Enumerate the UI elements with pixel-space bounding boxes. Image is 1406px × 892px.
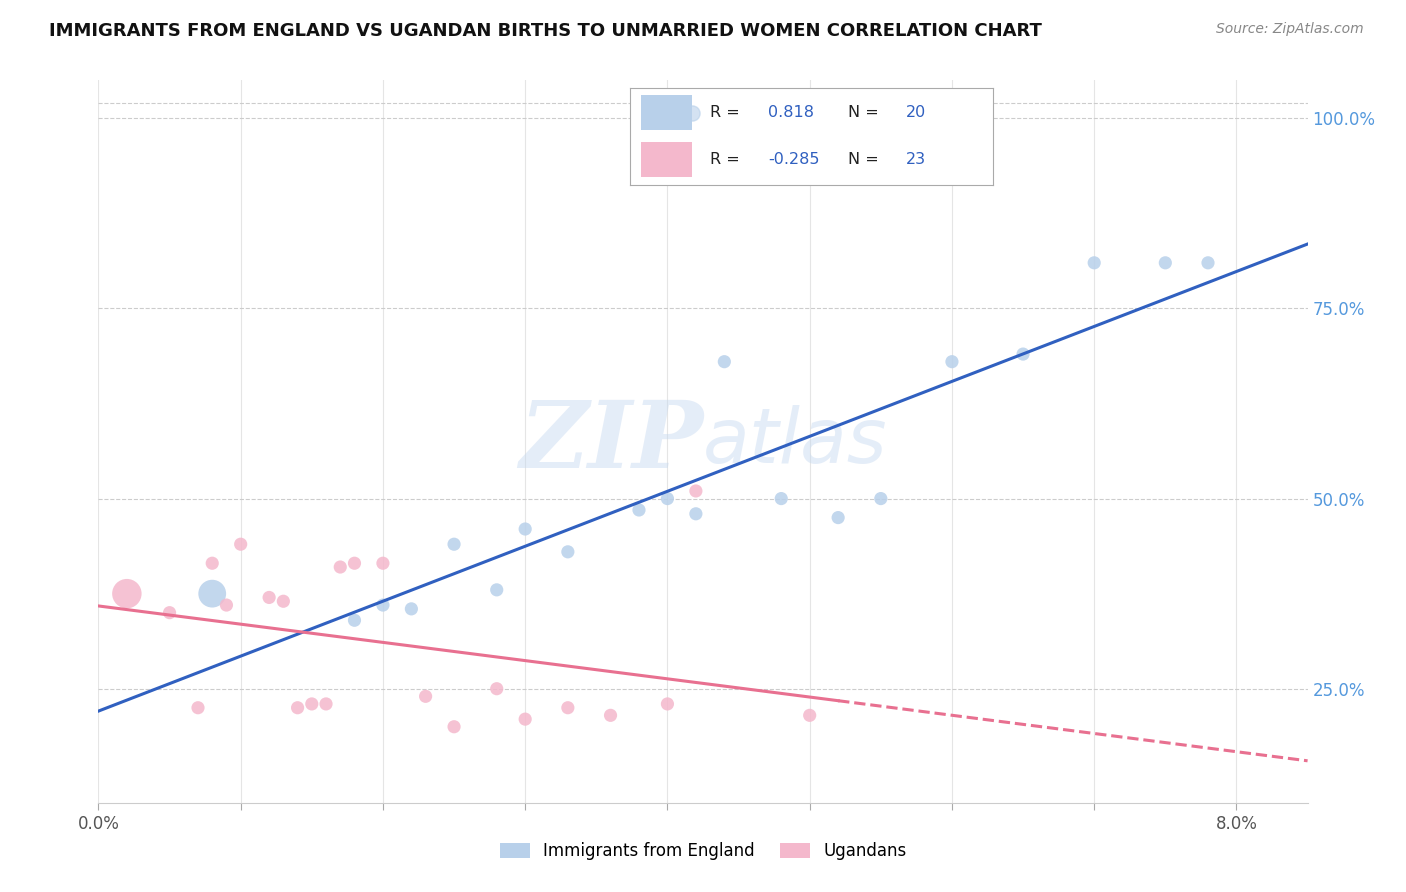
Point bbox=[515, 712, 537, 726]
Point bbox=[401, 602, 423, 616]
Point bbox=[415, 690, 437, 704]
Point bbox=[1012, 347, 1035, 361]
Point bbox=[799, 708, 821, 723]
Point bbox=[443, 537, 465, 551]
Point bbox=[1083, 256, 1105, 270]
Point bbox=[941, 354, 963, 368]
Point bbox=[827, 510, 849, 524]
Point bbox=[115, 587, 138, 601]
Point bbox=[599, 708, 621, 723]
Text: atlas: atlas bbox=[703, 405, 887, 478]
Point bbox=[187, 700, 209, 714]
Text: IMMIGRANTS FROM ENGLAND VS UGANDAN BIRTHS TO UNMARRIED WOMEN CORRELATION CHART: IMMIGRANTS FROM ENGLAND VS UGANDAN BIRTH… bbox=[49, 22, 1042, 40]
Point bbox=[201, 556, 224, 570]
Point bbox=[713, 354, 735, 368]
Point bbox=[770, 491, 793, 506]
Point bbox=[329, 560, 352, 574]
Point bbox=[215, 598, 238, 612]
Point bbox=[627, 503, 650, 517]
Point bbox=[685, 507, 707, 521]
Legend: Immigrants from England, Ugandans: Immigrants from England, Ugandans bbox=[494, 836, 912, 867]
Point bbox=[371, 598, 394, 612]
Point bbox=[657, 697, 679, 711]
Point bbox=[557, 700, 579, 714]
Point bbox=[485, 681, 508, 696]
Point bbox=[869, 491, 891, 506]
Point bbox=[201, 587, 224, 601]
Point bbox=[1197, 256, 1219, 270]
Point bbox=[287, 700, 309, 714]
Point bbox=[371, 556, 394, 570]
Point bbox=[343, 613, 366, 627]
Point bbox=[159, 606, 181, 620]
Point bbox=[1154, 256, 1177, 270]
Point bbox=[257, 591, 280, 605]
Point bbox=[315, 697, 337, 711]
Point bbox=[301, 697, 323, 711]
Text: Source: ZipAtlas.com: Source: ZipAtlas.com bbox=[1216, 22, 1364, 37]
Text: ZIP: ZIP bbox=[519, 397, 703, 486]
Point bbox=[273, 594, 295, 608]
Point bbox=[343, 556, 366, 570]
Point bbox=[443, 720, 465, 734]
Point bbox=[229, 537, 252, 551]
Point bbox=[685, 483, 707, 498]
Point bbox=[557, 545, 579, 559]
Point bbox=[657, 491, 679, 506]
Point bbox=[515, 522, 537, 536]
Point bbox=[485, 582, 508, 597]
